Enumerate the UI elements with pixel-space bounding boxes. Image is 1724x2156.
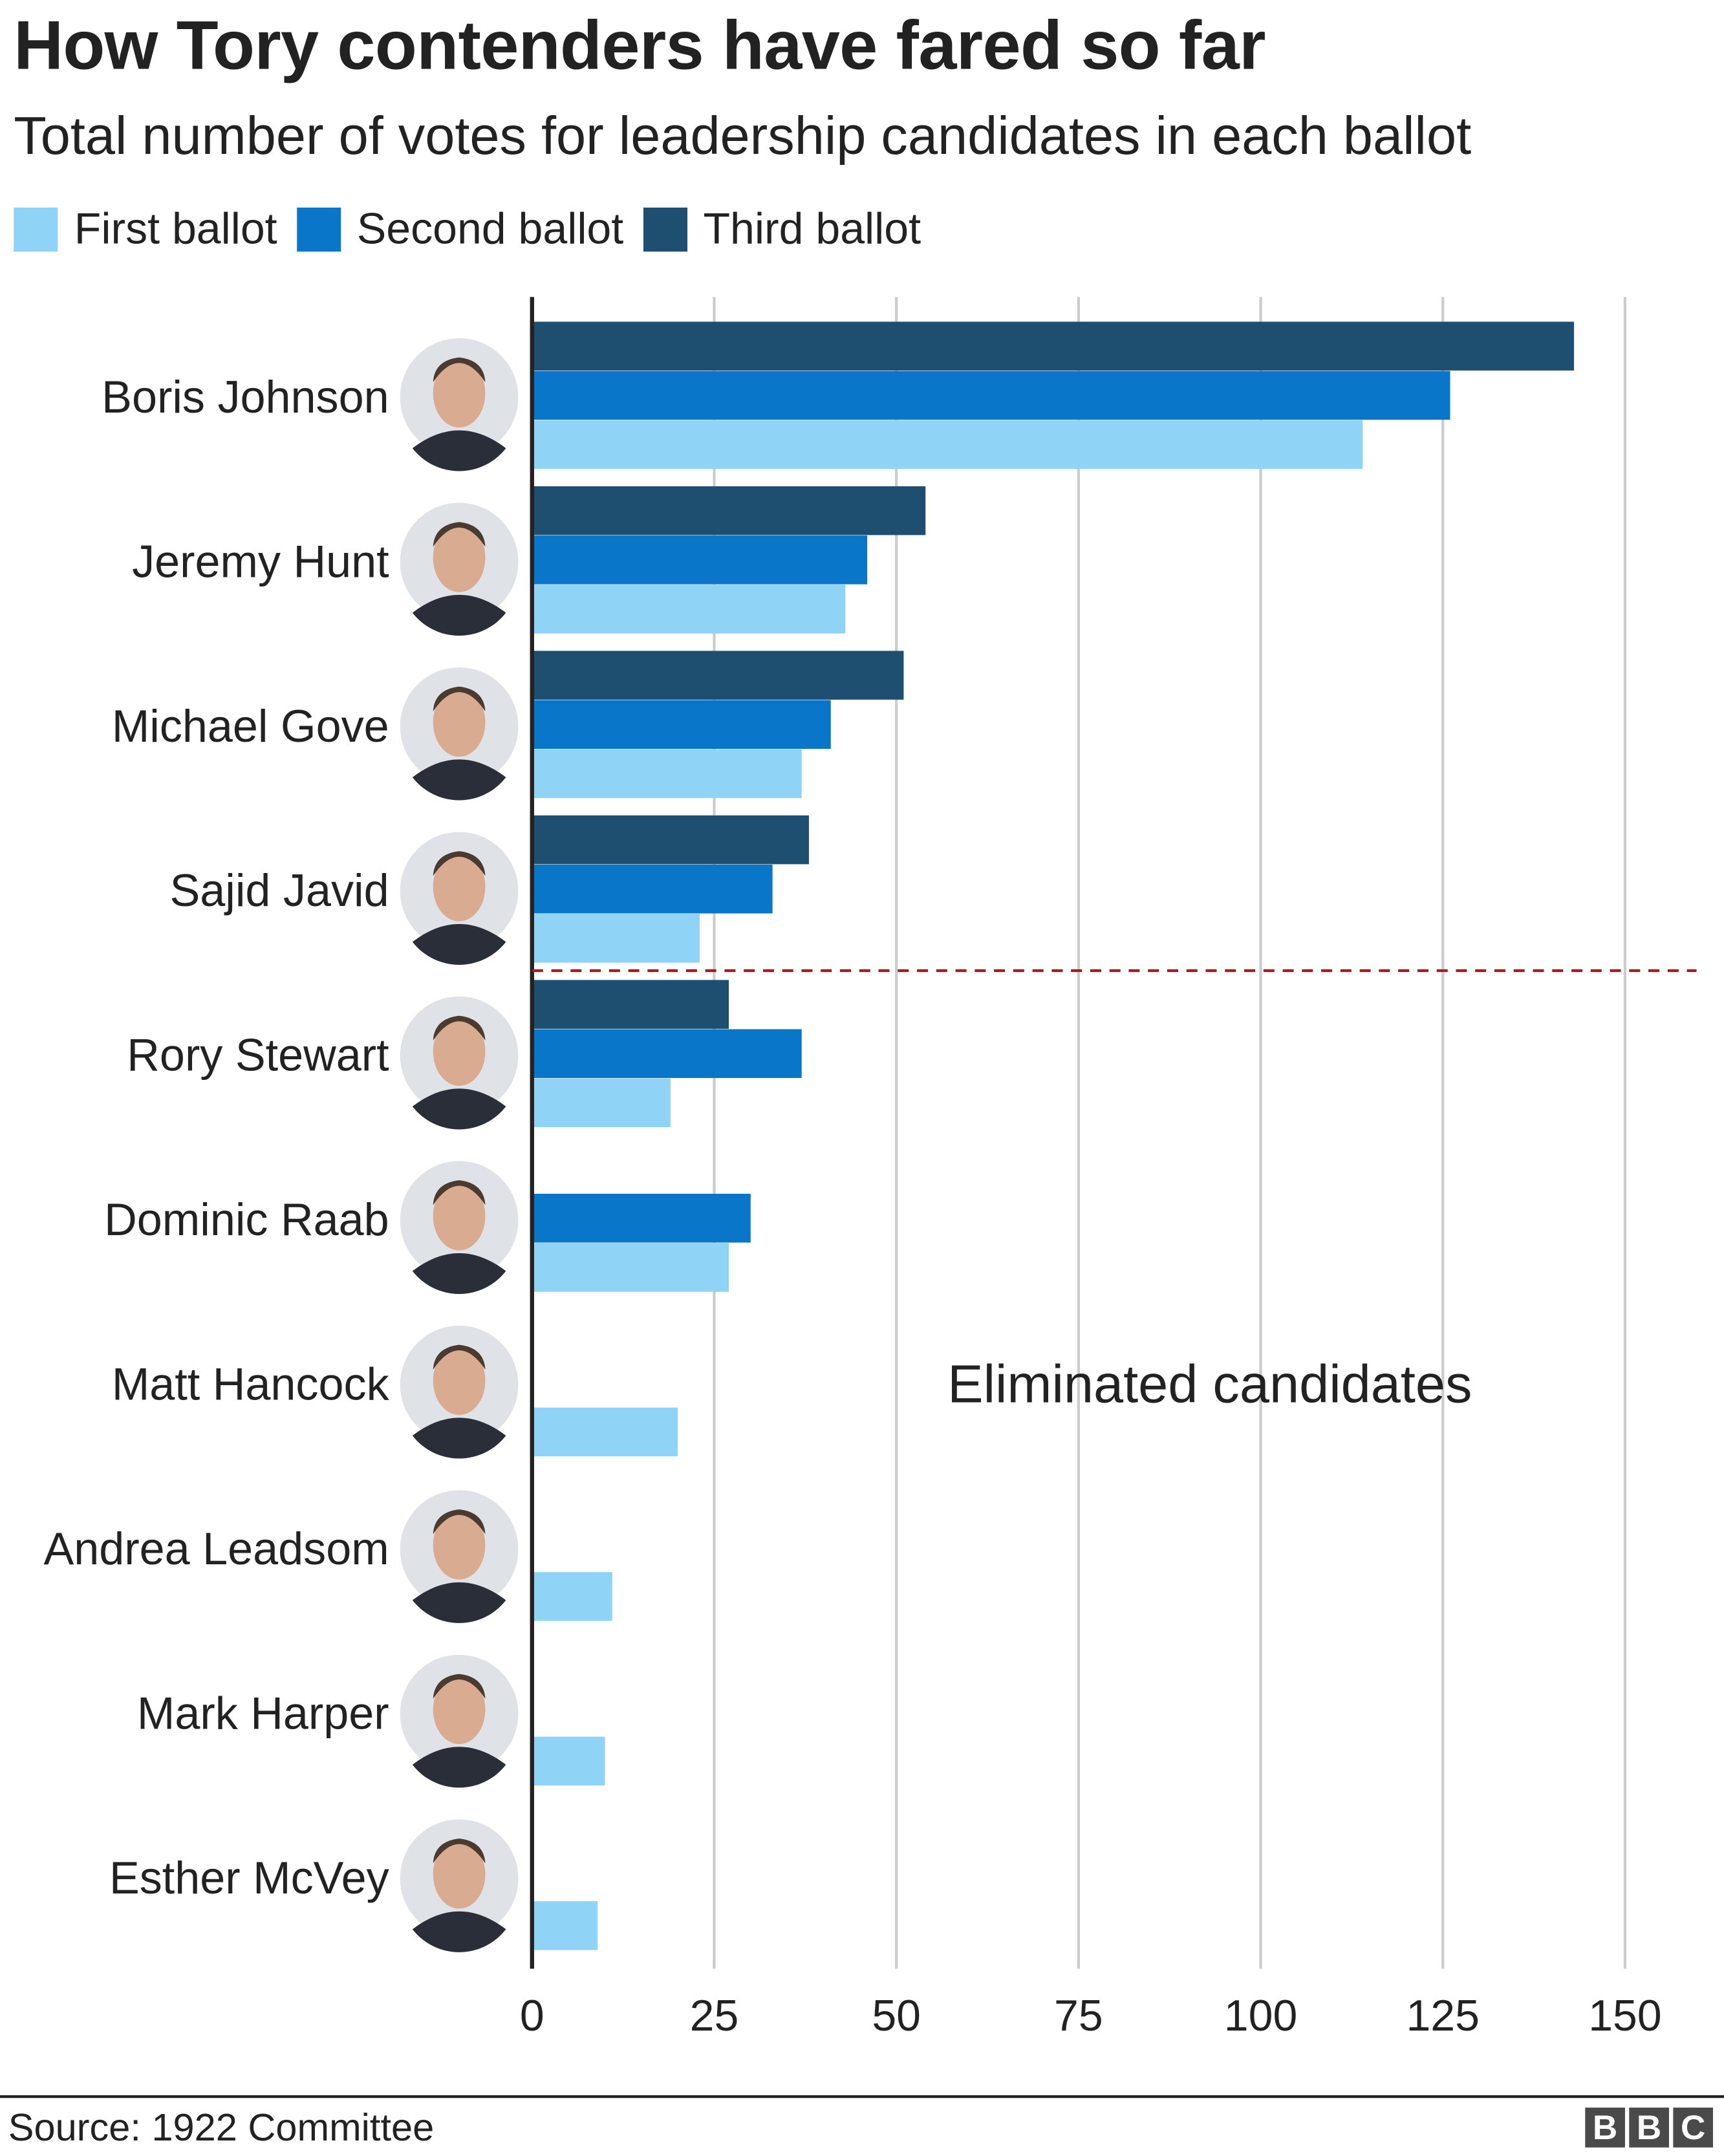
candidate-avatar [400,1819,519,1952]
legend-swatch-second [296,206,341,251]
x-tick-label: 25 [690,1991,739,2040]
bar-first-ballot [532,1407,678,1457]
category-label: Dominic Raab [104,1194,389,1245]
bar-third-ballot [532,815,809,865]
candidate-avatar [400,1490,519,1623]
avatar-face [433,1346,486,1416]
avatar-hair [433,686,486,711]
avatar-hair [433,1015,486,1040]
avatar-face [433,1511,486,1580]
x-tick-label: 150 [1588,1991,1661,2040]
avatar-shoulders [412,923,506,965]
avatar-shoulders [412,594,506,636]
bbc-logo: B B C [1585,2107,1713,2148]
bbc-logo-letter: C [1673,2107,1713,2148]
legend-label-third: Third ballot [703,203,921,253]
category-label: Jeremy Hunt [132,535,389,587]
avatar-shoulders [412,1253,506,1294]
x-tick-label: 0 [520,1991,544,2040]
candidate-avatar [400,996,519,1130]
category-label: Michael Gove [112,700,389,751]
avatar-hair [433,1674,486,1699]
bar-second-ballot [532,1194,751,1243]
avatar-face [433,1675,486,1745]
avatar-face [433,1181,486,1251]
legend-swatch-third [642,206,687,251]
annotation-eliminated: Eliminated candidates [947,1354,1472,1414]
avatar-hair [433,522,486,547]
avatar-hair [433,1838,486,1864]
avatar-face [433,523,486,592]
bar-first-ballot [532,1078,671,1128]
footer-divider [0,2095,1724,2098]
bar-first-ballot [532,1243,729,1292]
bar-first-ballot [532,585,846,634]
category-label: Boris Johnson [102,371,389,422]
bar-first-ballot [532,914,700,963]
legend-label-first: First ballot [74,203,277,253]
avatar-face [433,358,486,428]
x-tick-label: 100 [1224,1991,1297,2040]
avatar-shoulders [412,1418,506,1459]
candidate-avatar [400,1325,519,1459]
bar-first-ballot [532,1901,598,1950]
bar-third-ballot [532,321,1575,371]
chart-title: How Tory contenders have fared so far [14,6,1266,84]
bar-second-ballot [532,371,1450,420]
legend: First ballot Second ballot Third ballot [14,204,940,255]
avatar-hair [433,357,486,383]
avatar-shoulders [412,430,506,471]
candidate-avatar [400,832,519,965]
avatar-hair [433,1344,486,1370]
source-note: Source: 1922 Committee [8,2106,435,2149]
avatar-shoulders [412,1582,506,1623]
avatar-hair [433,851,486,876]
avatar-face [433,687,486,757]
category-label: Sajid Javid [169,865,389,916]
bar-second-ballot [532,535,868,585]
x-tick-label: 75 [1054,1991,1103,2040]
category-label: Matt Hancock [112,1359,390,1410]
legend-label-second: Second ballot [356,203,624,253]
avatar-shoulders [412,1747,506,1788]
candidate-avatar [400,338,519,471]
legend-swatch-first [14,206,58,251]
avatar-face [433,1840,486,1909]
avatar-shoulders [412,759,506,801]
category-label: Rory Stewart [127,1029,389,1081]
bbc-logo-letter: B [1585,2107,1625,2148]
x-tick-label: 50 [872,1991,921,2040]
bar-second-ballot [532,865,773,914]
plot-area: 0 25 50 75 100 125 150 Boris Johnson Jeremy Hunt… [43,297,1697,2040]
bar-first-ballot [532,1736,605,1786]
x-tick-label: 125 [1406,1991,1479,2040]
chart-subtitle: Total number of votes for leadership can… [14,107,1472,167]
avatar-face [433,1017,486,1086]
avatar-shoulders [412,1911,506,1952]
bar-third-ballot [532,651,904,700]
category-label: Andrea Leadsom [43,1523,389,1574]
bar-third-ballot [532,486,926,535]
bbc-logo-letter: B [1629,2107,1669,2148]
bar-second-ballot [532,1029,802,1078]
bar-second-ballot [532,700,831,749]
avatar-hair [433,1509,486,1535]
bar-first-ballot [532,1572,612,1621]
bar-third-ballot [532,980,729,1029]
candidate-avatar [400,1654,519,1788]
candidate-avatar [400,502,519,636]
bar-first-ballot [532,420,1363,469]
category-label: Mark Harper [137,1688,389,1739]
bar-first-ballot [532,749,802,799]
candidate-avatar [400,1161,519,1294]
avatar-shoulders [412,1088,506,1130]
category-label: Esther McVey [109,1852,389,1903]
avatar-hair [433,1180,486,1205]
candidate-avatar [400,667,519,801]
avatar-face [433,852,486,922]
